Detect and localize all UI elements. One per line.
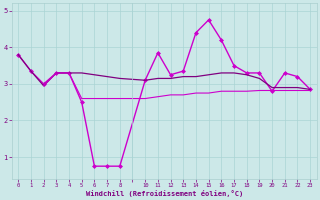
X-axis label: Windchill (Refroidissement éolien,°C): Windchill (Refroidissement éolien,°C) [85, 190, 243, 197]
